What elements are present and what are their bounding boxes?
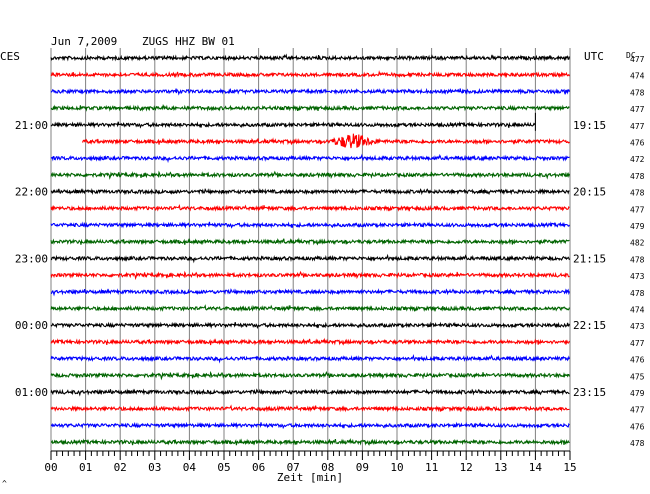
x-tick-label-6: 06 (252, 461, 265, 474)
left-time-label-4: 01:00 (15, 386, 48, 399)
trace-0 (50, 53, 570, 62)
chart-station-label: ZUGS HHZ BW 01 (142, 35, 235, 48)
x-tick-label-0: 00 (44, 461, 57, 474)
dc-offset-label-17: 477 (630, 339, 645, 348)
dc-offset-label-2: 478 (630, 88, 645, 97)
dc-offset-label-0: 477 (630, 55, 645, 64)
x-tick-label-4: 04 (183, 461, 197, 474)
trace-3 (50, 104, 570, 112)
trace-13 (50, 270, 570, 281)
trace-19 (50, 370, 570, 381)
dc-offset-label-14: 478 (630, 289, 645, 298)
trace-23 (50, 437, 570, 446)
trace-6 (50, 153, 570, 164)
right-time-label-3: 22:15 (573, 319, 606, 332)
right-time-label-1: 20:15 (573, 186, 606, 199)
x-tick-label-1: 01 (79, 461, 92, 474)
dc-offset-label-10: 479 (630, 222, 645, 231)
x-tick-label-5: 05 (217, 461, 230, 474)
dc-offset-label-11: 482 (630, 239, 645, 248)
trace-14 (50, 288, 570, 297)
trace-17 (50, 337, 570, 346)
dc-offset-label-8: 478 (630, 189, 645, 198)
right-time-label-4: 23:15 (573, 386, 606, 399)
trace-12 (50, 253, 570, 264)
trace-5 (82, 133, 570, 149)
corner-mark: ^ (2, 479, 7, 488)
trace-1 (50, 70, 570, 79)
dc-header-label: DC (626, 51, 636, 60)
dc-offset-label-4: 477 (630, 122, 645, 131)
left-time-label-1: 22:00 (15, 186, 48, 199)
trace-15 (50, 304, 570, 313)
dc-offset-label-9: 477 (630, 205, 645, 214)
x-tick-label-14: 14 (529, 461, 543, 474)
x-tick-label-12: 12 (460, 461, 473, 474)
x-axis: 00 01 02 03 04 05 06 07 08 09 10 11 12 13 14 15 (44, 450, 577, 474)
time-label-group: 21:00 22:00 23:00 00:00 01:00 19:15 20:15 21:15… (15, 55, 645, 448)
trace-20 (50, 388, 570, 397)
left-time-label-3: 00:00 (15, 319, 48, 332)
trace-group (50, 53, 570, 446)
dc-offset-label-20: 479 (630, 389, 645, 398)
trace-8 (50, 187, 570, 196)
trace-11 (50, 237, 570, 246)
trace-16 (50, 321, 570, 329)
left-time-label-2: 23:00 (15, 252, 48, 265)
x-tick-label-11: 11 (425, 461, 438, 474)
dc-offset-label-13: 473 (630, 272, 645, 281)
dc-offset-label-15: 474 (630, 306, 645, 315)
x-tick-label-2: 02 (114, 461, 127, 474)
trace-2 (50, 87, 570, 96)
trace-18 (50, 353, 570, 364)
dc-offset-label-5: 476 (630, 139, 645, 148)
left-time-label-0: 21:00 (15, 119, 48, 132)
dc-offset-label-7: 478 (630, 172, 645, 181)
dc-offset-label-23: 478 (630, 439, 645, 448)
trace-7 (50, 170, 570, 180)
dc-offset-label-12: 478 (630, 255, 645, 264)
dc-offset-label-19: 475 (630, 372, 645, 381)
right-time-label-2: 21:15 (573, 252, 606, 265)
left-timezone-label: CES (0, 50, 20, 63)
right-timezone-label: UTC (584, 50, 604, 63)
trace-21 (50, 404, 570, 413)
dc-offset-label-6: 472 (630, 155, 645, 164)
dc-offset-label-18: 476 (630, 356, 645, 365)
x-tick-label-10: 10 (390, 461, 403, 474)
trace-22 (50, 421, 570, 430)
dc-offset-label-3: 477 (630, 105, 645, 114)
right-time-label-0: 19:15 (573, 119, 606, 132)
minute-grid (50, 48, 571, 451)
trace-4 (50, 121, 536, 129)
chart-date-label: Jun 7,2009 (51, 35, 117, 48)
x-axis-label: Zeit [min] (277, 471, 343, 484)
dc-offset-label-1: 474 (630, 72, 645, 81)
x-tick-label-13: 13 (494, 461, 507, 474)
dc-offset-label-22: 476 (630, 422, 645, 431)
x-tick-label-7: 07 (287, 461, 300, 474)
trace-9 (50, 203, 570, 212)
x-tick-label-15: 15 (563, 461, 576, 474)
trace-10 (50, 221, 570, 229)
x-tick-label-9: 09 (356, 461, 369, 474)
dc-offset-label-21: 477 (630, 406, 645, 415)
x-tick-label-3: 03 (148, 461, 161, 474)
x-tick-label-8: 08 (321, 461, 334, 474)
dc-offset-label-16: 473 (630, 322, 645, 331)
